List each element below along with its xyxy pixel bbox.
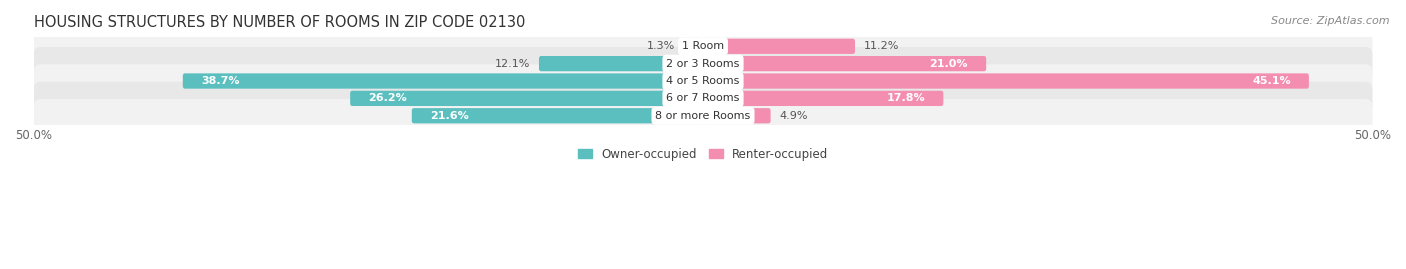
FancyBboxPatch shape bbox=[34, 47, 1372, 80]
Text: 26.2%: 26.2% bbox=[368, 93, 406, 103]
FancyBboxPatch shape bbox=[702, 56, 986, 71]
FancyBboxPatch shape bbox=[183, 73, 704, 89]
Text: 2 or 3 Rooms: 2 or 3 Rooms bbox=[666, 59, 740, 69]
Text: 6 or 7 Rooms: 6 or 7 Rooms bbox=[666, 93, 740, 103]
FancyBboxPatch shape bbox=[702, 108, 770, 123]
FancyBboxPatch shape bbox=[34, 64, 1372, 98]
FancyBboxPatch shape bbox=[412, 108, 704, 123]
Text: 38.7%: 38.7% bbox=[201, 76, 239, 86]
Text: 4 or 5 Rooms: 4 or 5 Rooms bbox=[666, 76, 740, 86]
FancyBboxPatch shape bbox=[702, 91, 943, 106]
FancyBboxPatch shape bbox=[34, 99, 1372, 132]
FancyBboxPatch shape bbox=[702, 39, 855, 54]
Text: Source: ZipAtlas.com: Source: ZipAtlas.com bbox=[1271, 16, 1389, 26]
Text: 45.1%: 45.1% bbox=[1253, 76, 1291, 86]
Text: 21.0%: 21.0% bbox=[929, 59, 969, 69]
Text: 12.1%: 12.1% bbox=[495, 59, 530, 69]
Text: 4.9%: 4.9% bbox=[779, 111, 808, 121]
FancyBboxPatch shape bbox=[34, 82, 1372, 115]
Text: 21.6%: 21.6% bbox=[430, 111, 468, 121]
Text: 17.8%: 17.8% bbox=[887, 93, 925, 103]
Text: 11.2%: 11.2% bbox=[863, 41, 898, 51]
FancyBboxPatch shape bbox=[702, 73, 1309, 89]
Legend: Owner-occupied, Renter-occupied: Owner-occupied, Renter-occupied bbox=[572, 143, 834, 165]
FancyBboxPatch shape bbox=[538, 56, 704, 71]
FancyBboxPatch shape bbox=[683, 39, 704, 54]
Text: 8 or more Rooms: 8 or more Rooms bbox=[655, 111, 751, 121]
Text: 1.3%: 1.3% bbox=[647, 41, 675, 51]
FancyBboxPatch shape bbox=[350, 91, 704, 106]
Text: HOUSING STRUCTURES BY NUMBER OF ROOMS IN ZIP CODE 02130: HOUSING STRUCTURES BY NUMBER OF ROOMS IN… bbox=[34, 15, 524, 30]
Text: 1 Room: 1 Room bbox=[682, 41, 724, 51]
FancyBboxPatch shape bbox=[34, 30, 1372, 63]
